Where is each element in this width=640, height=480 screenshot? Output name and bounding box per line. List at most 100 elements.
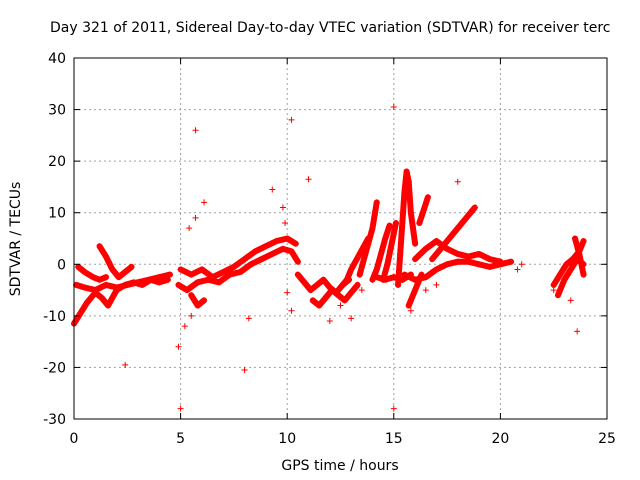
x-tick-label: 25 — [598, 431, 616, 447]
data-point — [341, 297, 348, 304]
data-point — [403, 168, 410, 175]
data-point — [198, 266, 205, 273]
data-point — [550, 287, 557, 294]
data-point — [262, 243, 269, 250]
data-point — [422, 245, 429, 252]
data-point — [412, 276, 419, 283]
data-point — [75, 263, 82, 270]
data-point — [279, 245, 286, 252]
data-point — [412, 240, 419, 247]
data-point — [284, 235, 291, 242]
x-tick-label: 5 — [176, 431, 185, 447]
data-point — [454, 225, 461, 232]
data-point — [409, 292, 416, 299]
data-point — [437, 245, 444, 252]
data-point — [314, 281, 321, 288]
data-band — [96, 243, 135, 281]
data-point — [166, 271, 173, 278]
data-point — [463, 214, 470, 221]
data-point — [343, 276, 350, 283]
data-point — [422, 274, 429, 281]
data-point — [134, 279, 141, 286]
data-point — [252, 248, 259, 255]
data-point — [201, 297, 208, 304]
data-point — [508, 258, 515, 265]
data-point — [518, 261, 525, 268]
data-point — [414, 281, 421, 288]
x-tick-label: 20 — [491, 431, 509, 447]
data-point — [83, 299, 90, 306]
data-point — [576, 250, 583, 257]
data-point — [247, 261, 254, 268]
data-point — [269, 186, 276, 193]
y-tick-label: -20 — [43, 360, 66, 376]
data-point — [557, 271, 564, 278]
data-point — [497, 258, 504, 265]
data-point — [486, 263, 493, 270]
data-point — [181, 323, 188, 330]
y-axis-label: SDTVAR / TECUs — [8, 182, 24, 297]
data-point — [316, 302, 323, 309]
axis-ticks: 0 5 10 15 20 25 -30 -20 -10 0 10 20 30 40 — [43, 51, 616, 447]
data-point — [514, 266, 521, 273]
data-point — [188, 271, 195, 278]
data-band — [309, 281, 361, 309]
data-point — [444, 245, 451, 252]
data-point — [465, 258, 472, 265]
data-point — [282, 220, 289, 227]
data-point — [188, 292, 195, 299]
data-point — [156, 279, 163, 286]
data-point — [397, 250, 404, 257]
data-point — [580, 238, 587, 245]
data-point — [109, 266, 116, 273]
data-point — [382, 235, 389, 242]
data-point — [124, 281, 131, 288]
data-point — [401, 189, 408, 196]
data-band — [429, 204, 478, 263]
data-point — [454, 258, 461, 265]
data-point — [574, 328, 581, 335]
data-point — [392, 220, 399, 227]
data-point — [194, 279, 201, 286]
data-point — [269, 250, 276, 257]
data-point — [320, 276, 327, 283]
data-point — [192, 214, 199, 221]
grid — [74, 58, 607, 419]
data-point — [373, 266, 380, 273]
data-point — [365, 240, 372, 247]
data-point — [454, 250, 461, 257]
data-point — [220, 269, 227, 276]
y-tick-label: 0 — [57, 257, 66, 273]
data-point — [326, 318, 333, 325]
data-point — [348, 289, 355, 296]
y-tick-label: 30 — [48, 103, 66, 119]
data-point — [294, 258, 301, 265]
data-point — [309, 297, 316, 304]
data-point — [292, 240, 299, 247]
data-point — [175, 281, 182, 288]
data-point — [102, 281, 109, 288]
data-band — [73, 271, 173, 294]
data-point — [258, 256, 265, 263]
data-point — [284, 289, 291, 296]
data-point — [405, 302, 412, 309]
data-point — [177, 405, 184, 412]
data-point — [241, 367, 248, 374]
data-point — [177, 266, 184, 273]
data-point — [405, 178, 412, 185]
data-band — [75, 263, 109, 283]
data-point — [563, 261, 570, 268]
data-point — [98, 294, 105, 301]
data-point — [369, 225, 376, 232]
data-point — [339, 281, 346, 288]
data-point — [96, 243, 103, 250]
plot-frame — [73, 57, 608, 420]
data-point — [420, 207, 427, 214]
data-point — [476, 261, 483, 268]
data-point — [175, 343, 182, 350]
data-point — [115, 274, 122, 281]
data-point — [188, 312, 195, 319]
data-point — [471, 204, 478, 211]
data-point — [156, 274, 163, 281]
x-tick-label: 15 — [385, 431, 403, 447]
